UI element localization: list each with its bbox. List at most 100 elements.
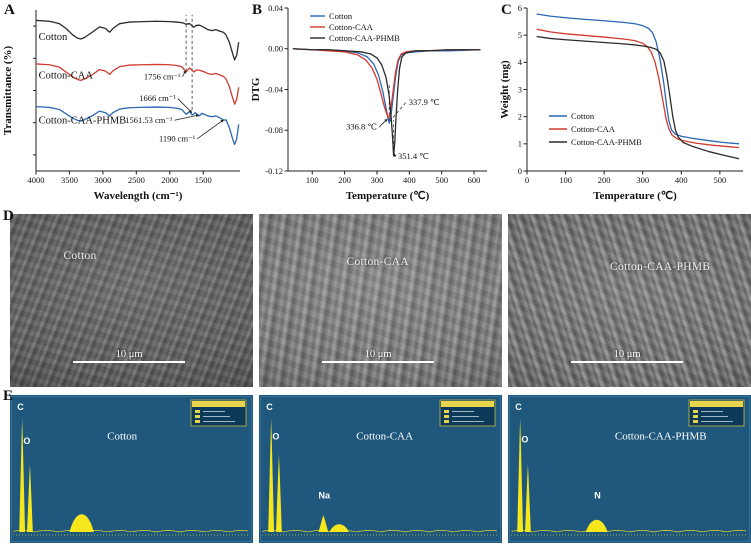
series-cotton (35, 19, 240, 61)
eds-baseline-noise (511, 530, 747, 533)
legend-label: Cotton-CAA-PHMB (329, 33, 400, 43)
y-axis-label: Transmittance (%) (2, 46, 14, 136)
eds-peak (276, 454, 282, 532)
series-cotton-caa (536, 28, 740, 149)
series-cotton-caa (35, 63, 240, 105)
x-tick-label: 600 (468, 175, 481, 185)
sem-sample-label: Cotton-CAA (346, 255, 409, 268)
eds-baseline-noise (13, 530, 249, 533)
eds-spectrum-cotton: C O Cotton (10, 395, 253, 543)
eds-peak (329, 524, 349, 532)
scale-bar-line (571, 360, 683, 363)
legend-label: Cotton-CAA (571, 124, 616, 134)
sem-image-cotton: Cotton 10 μm (10, 214, 253, 387)
x-tick-label: 2500 (128, 175, 145, 185)
eds-peak (268, 418, 275, 532)
y-tick-label: 6 (518, 3, 522, 13)
y-tick-label: 5 (518, 30, 522, 40)
x-tick-label: 100 (306, 175, 319, 185)
series-label: Cotton (39, 32, 68, 43)
annotation: 336.8 ℃ (346, 122, 377, 132)
x-tick-label: 500 (435, 175, 448, 185)
eds-peak (19, 418, 26, 532)
panel-label-c: C (501, 2, 512, 18)
sem-sample-label: Cotton-CAA-PHMB (610, 260, 711, 273)
series-cotton-caa-phmb (292, 48, 481, 157)
y-axis-label: Weight (mg) (499, 60, 511, 119)
element-label-c: C (266, 402, 273, 412)
x-tick-label: 400 (403, 175, 416, 185)
x-tick-label: 300 (371, 175, 384, 185)
scale-bar-text: 10 μm (364, 348, 392, 360)
y-tick-label: 0.04 (268, 3, 284, 13)
eds-spectrum-cotton-caa: C O Na Cotton-CAA (259, 395, 502, 543)
legend-label: Cotton (329, 11, 353, 21)
element-label-c: C (515, 402, 522, 412)
scale-bar-text: 10 μm (115, 348, 143, 360)
panel-b-dtg: B 100 200 300 400 500 600 0.04 0.00 -0.04 -0.08 -0… (248, 0, 497, 207)
element-label-o: O (23, 436, 30, 446)
x-tick-label: 3500 (61, 175, 78, 185)
sem-sample-label: Cotton (63, 250, 97, 263)
y-tick-label: 3 (518, 84, 522, 94)
x-tick-label: 300 (636, 175, 649, 185)
scale-bar-line (322, 360, 434, 363)
element-label-o: O (521, 434, 528, 444)
panel-d-sem-row: D Cotton 10 μm Cotton-CAA 10 μm Cotton-C… (0, 207, 751, 387)
x-axis-label: Temperature (℃) (593, 190, 677, 202)
y-tick-label: 2 (518, 111, 522, 121)
eds-sample-label: Cotton-CAA (356, 430, 413, 442)
y-tick-label: 4 (518, 57, 523, 67)
y-tick-label: 0 (518, 166, 522, 176)
y-tick-label: 0.00 (268, 44, 283, 54)
y-tick-label: 1 (518, 139, 522, 149)
x-tick-label: 2000 (161, 175, 178, 185)
eds-peak (517, 418, 524, 532)
x-tick-label: 100 (559, 175, 572, 185)
panel-label-b: B (252, 2, 263, 18)
panel-label-e: E (3, 388, 14, 404)
y-axis-label: DTG (250, 77, 262, 101)
eds-peak (585, 519, 608, 532)
x-tick-label: 3000 (94, 175, 111, 185)
eds-sample-label: Cotton (107, 430, 137, 442)
legend-label: Cotton (571, 111, 595, 121)
ftir-chart: 4000 3500 3000 2500 2000 1500 Wavelength (cm⁻¹… (2, 10, 240, 202)
element-label-o: O (272, 431, 279, 441)
scale-bar: 10 μm (571, 349, 683, 363)
annotation: 337.9 ℃ (409, 97, 440, 107)
eds-peak (69, 514, 94, 532)
eds-spectrum-cotton-caa-phmb: C O N Cotton-CAA-PHMB (508, 395, 751, 543)
eds-strip: C O Cotton C O Na Cotton-CAA C O N Cotton-CAA-PH… (10, 387, 751, 543)
element-label-na: Na (319, 491, 331, 501)
legend-label: Cotton-CAA (329, 22, 374, 32)
panel-label-d: D (3, 208, 14, 224)
y-tick-label: -0.12 (265, 166, 283, 176)
x-tick-label: 200 (598, 175, 611, 185)
element-label-c: C (17, 402, 24, 412)
y-tick-label: -0.04 (265, 84, 283, 94)
annotation: 1190 cm⁻¹ (159, 133, 196, 143)
eds-sample-label: Cotton-CAA-PHMB (615, 430, 707, 442)
annotation: 351.4 ℃ (398, 151, 429, 161)
panel-label-a: A (4, 2, 15, 18)
panel-c-tga: C 0 100 200 300 400 500 0 1 2 3 4 5 6 Temperature (℃)… (497, 0, 751, 207)
dtg-chart: 100 200 300 400 500 600 0.04 0.00 -0.04 -0.08 -0.1… (250, 3, 487, 202)
scale-bar-text: 10 μm (613, 348, 641, 360)
x-axis-label: Temperature (℃) (346, 190, 430, 202)
eds-peak (525, 464, 531, 532)
eds-peak (27, 464, 33, 532)
annotation: 1756 cm⁻¹ (144, 71, 181, 81)
panel-a-ftir: A 4000 3500 3000 2500 2000 1500 Wavelength (cm… (0, 0, 248, 207)
scale-bar-line (73, 360, 185, 363)
y-tick-label: -0.08 (265, 125, 283, 135)
eds-baseline-noise (262, 530, 498, 533)
sem-image-cotton-caa-phmb: Cotton-CAA-PHMB 10 μm (508, 214, 751, 387)
legend-label: Cotton-CAA-PHMB (571, 137, 642, 147)
x-tick-label: 4000 (28, 175, 45, 185)
sem-strip: Cotton 10 μm Cotton-CAA 10 μm Cotton-CAA… (10, 207, 751, 387)
panel-e-eds-row: E C O Cotton C O Na Cotton-CAA C O N Cotton-CAA-… (0, 387, 751, 549)
charts-row: A 4000 3500 3000 2500 2000 1500 Wavelength (cm… (0, 0, 751, 207)
series-cotton-caa-phmb (536, 35, 740, 160)
scale-bar: 10 μm (73, 349, 185, 363)
